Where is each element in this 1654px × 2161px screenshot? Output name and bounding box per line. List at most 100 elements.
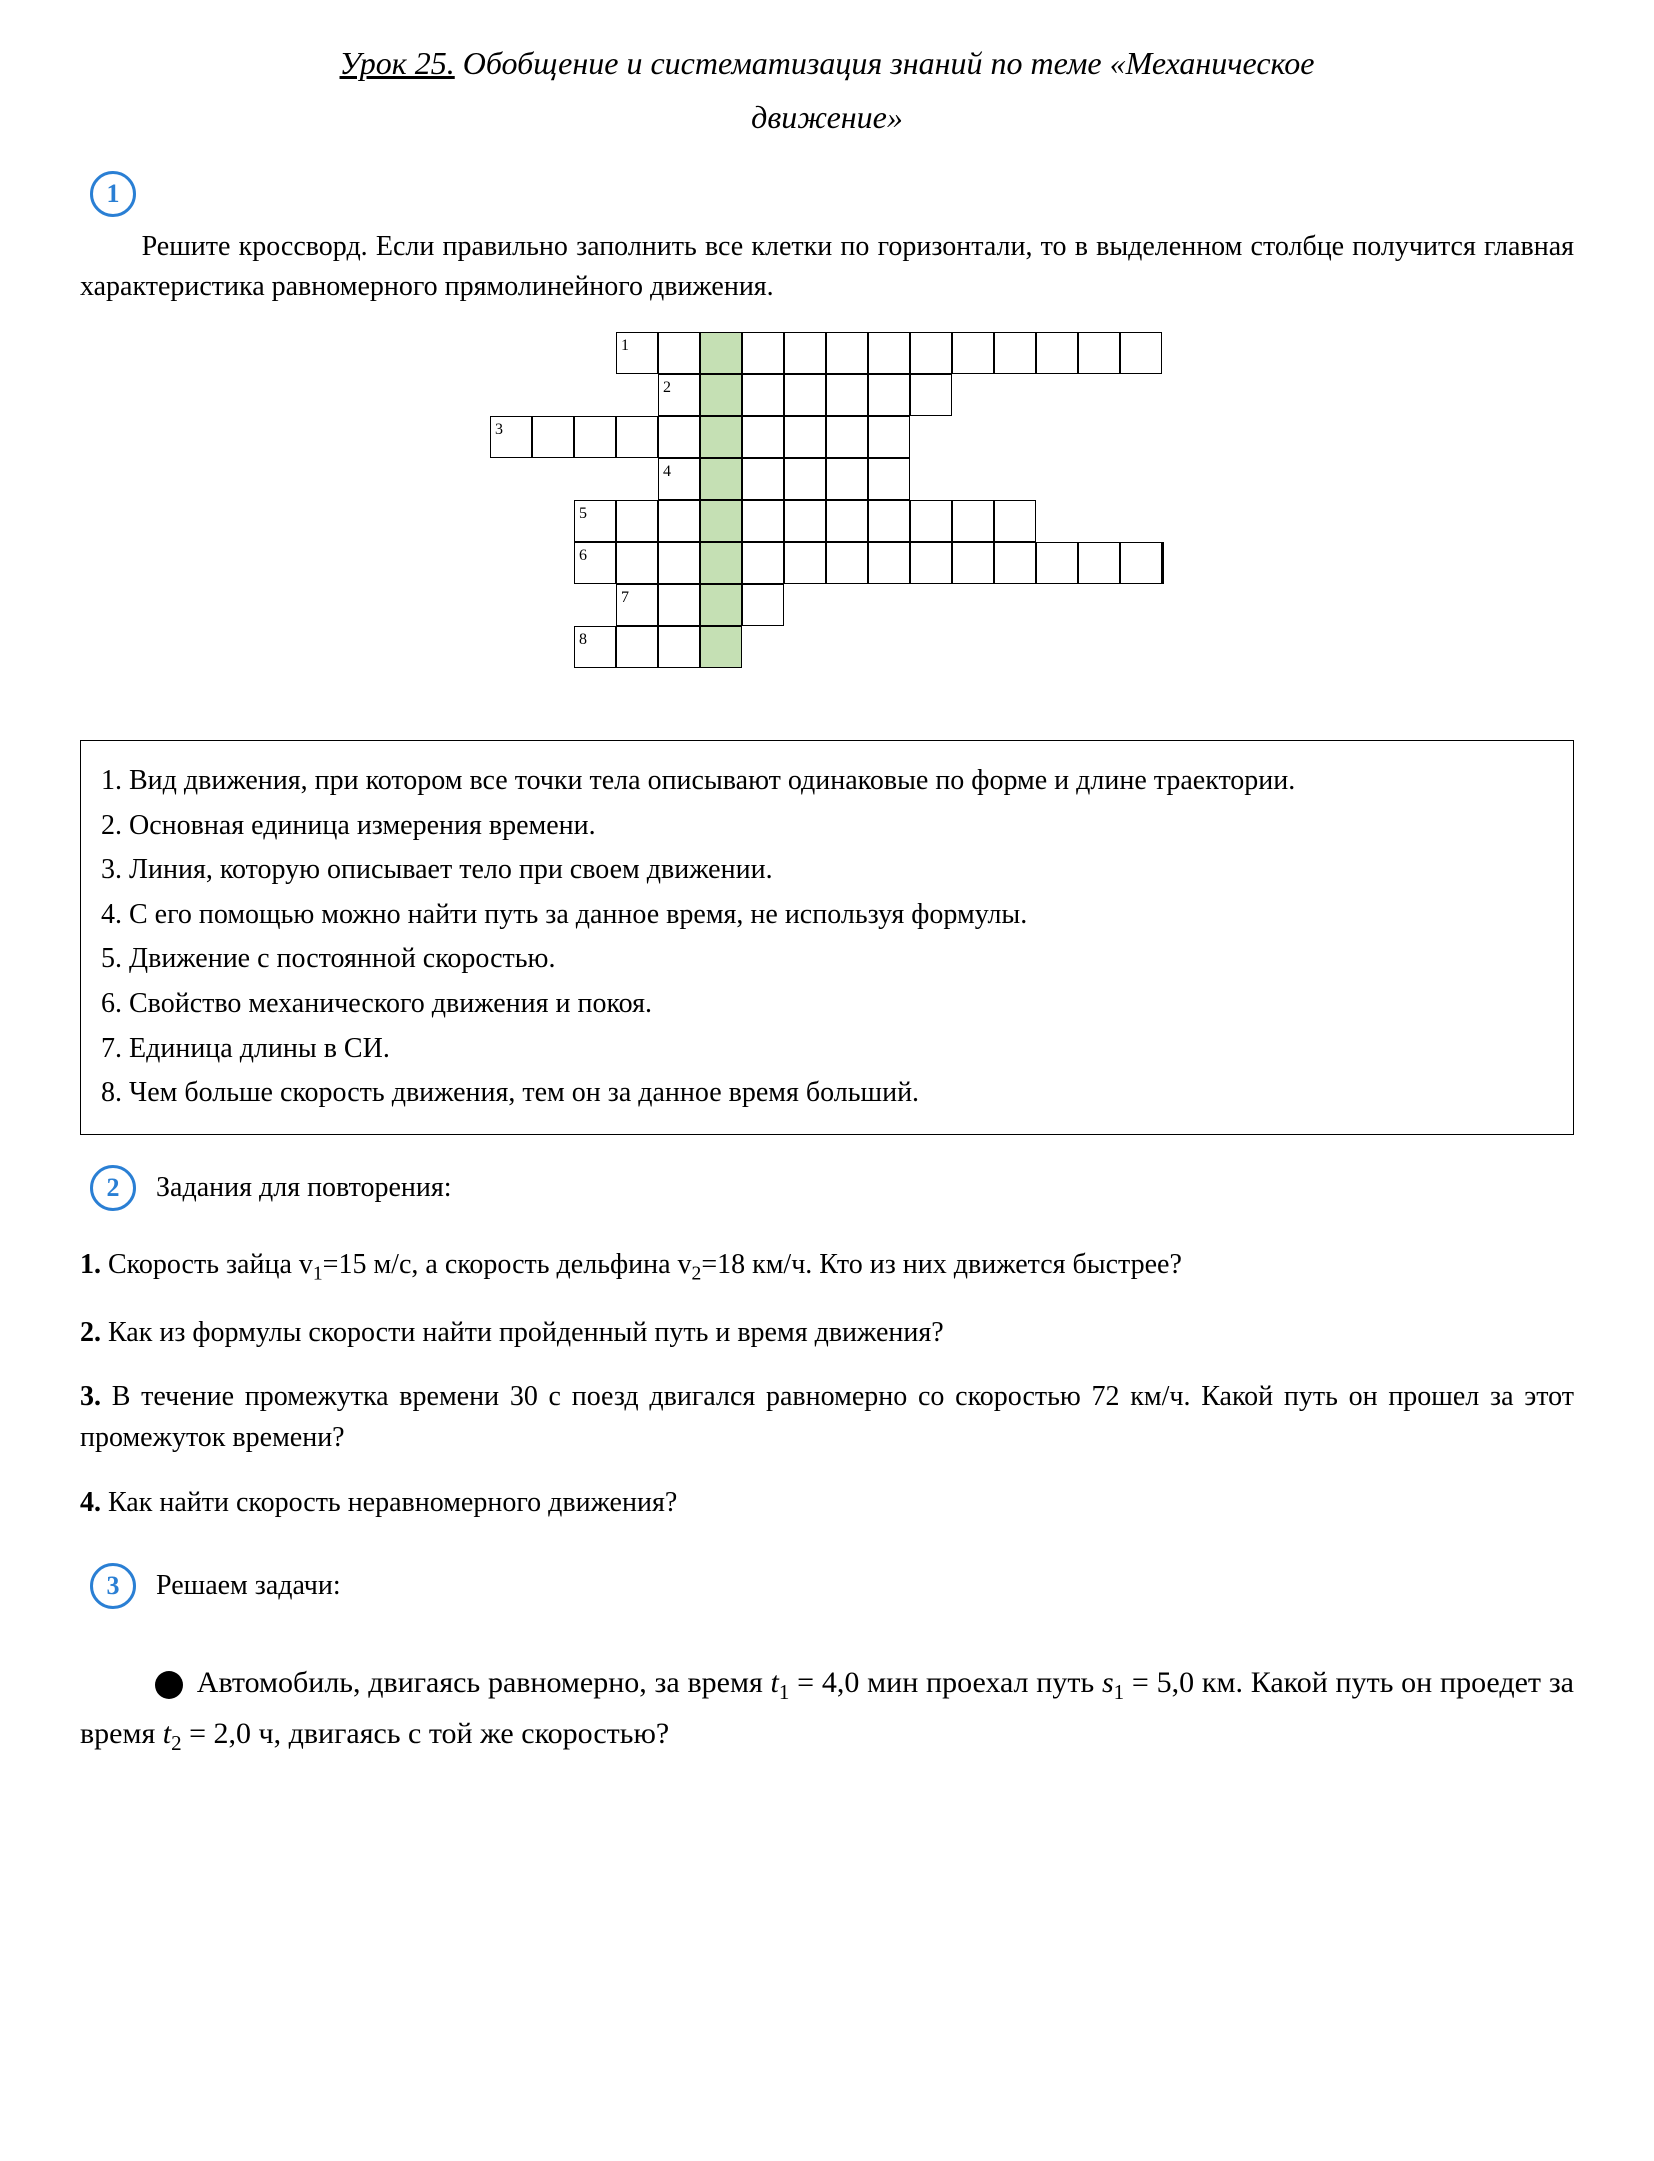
section-3-title: Решаем задачи:	[156, 1566, 341, 1607]
crossword-cell[interactable]: 3	[490, 416, 532, 458]
crossword-cell[interactable]: 8	[574, 626, 616, 668]
crossword-cell[interactable]	[1120, 542, 1162, 584]
crossword-cell[interactable]	[910, 542, 952, 584]
crossword-cell[interactable]	[742, 584, 784, 626]
section-2-title: Задания для повторения:	[156, 1168, 452, 1209]
crossword-cell[interactable]	[868, 458, 910, 500]
crossword-cell[interactable]	[1078, 542, 1120, 584]
crossword-cell[interactable]	[952, 332, 994, 374]
task-number: 3.	[80, 1381, 101, 1412]
crossword-cell[interactable]: 6	[574, 542, 616, 584]
crossword-cell[interactable]	[742, 500, 784, 542]
clue-item: 6. Свойство механического движения и пок…	[101, 984, 1553, 1025]
crossword-cell[interactable]	[952, 500, 994, 542]
crossword-cell[interactable]	[700, 374, 742, 416]
crossword-cell[interactable]	[742, 374, 784, 416]
crossword-cell[interactable]	[658, 584, 700, 626]
crossword-cell[interactable]	[826, 542, 868, 584]
crossword-cell[interactable]	[700, 626, 742, 668]
crossword-cell[interactable]	[616, 542, 658, 584]
crossword-cell[interactable]: 2	[658, 374, 700, 416]
crossword-cell[interactable]	[700, 500, 742, 542]
crossword-row-number: 8	[579, 628, 587, 651]
crossword-cell[interactable]	[616, 416, 658, 458]
crossword-cell[interactable]: 1	[616, 332, 658, 374]
crossword-cell[interactable]	[1036, 542, 1078, 584]
crossword-cell[interactable]	[574, 416, 616, 458]
crossword-cell[interactable]	[700, 542, 742, 584]
clue-item: 3. Линия, которую описывает тело при сво…	[101, 850, 1553, 891]
section-1-badge: 1	[90, 171, 136, 217]
section-2-header: 2 Задания для повторения:	[80, 1165, 1574, 1221]
tasks-list: 1. Скорость зайца v1=15 м/с, а скорость …	[80, 1245, 1574, 1523]
section-3-header: 3 Решаем задачи:	[80, 1563, 1574, 1619]
crossword-cell[interactable]	[742, 542, 784, 584]
crossword-cell[interactable]	[826, 500, 868, 542]
crossword-row-number: 5	[579, 502, 587, 525]
crossword-cell[interactable]	[826, 374, 868, 416]
crossword-cell[interactable]	[1120, 332, 1162, 374]
crossword-cell[interactable]	[658, 416, 700, 458]
section-2-badge: 2	[90, 1165, 136, 1211]
crossword-cell[interactable]	[910, 332, 952, 374]
clue-item: 1. Вид движения, при котором все точки т…	[101, 761, 1553, 802]
crossword-cell[interactable]	[784, 458, 826, 500]
crossword-cell[interactable]	[910, 500, 952, 542]
crossword-cell[interactable]	[868, 374, 910, 416]
crossword-cell[interactable]: 7	[616, 584, 658, 626]
crossword-cell[interactable]	[952, 542, 994, 584]
crossword-cell[interactable]	[658, 626, 700, 668]
crossword-cell[interactable]	[1078, 332, 1120, 374]
crossword-cell[interactable]	[700, 458, 742, 500]
crossword-cell[interactable]	[784, 416, 826, 458]
crossword-cell[interactable]	[1036, 332, 1078, 374]
crossword-cell[interactable]	[784, 500, 826, 542]
crossword-cell[interactable]	[700, 416, 742, 458]
crossword-cell[interactable]	[658, 542, 700, 584]
page-title-line2: движение»	[80, 94, 1574, 140]
section-1-intro: Решите кроссворд. Если правильно заполни…	[80, 227, 1574, 308]
crossword-cell[interactable]	[616, 500, 658, 542]
crossword-cell[interactable]: 4	[658, 458, 700, 500]
crossword-cell[interactable]	[910, 374, 952, 416]
crossword-cell[interactable]	[616, 626, 658, 668]
crossword-cell[interactable]	[826, 458, 868, 500]
crossword-cell[interactable]: 5	[574, 500, 616, 542]
crossword-cell[interactable]	[742, 332, 784, 374]
section-3-badge: 3	[90, 1563, 136, 1609]
crossword-cell[interactable]	[868, 416, 910, 458]
crossword-row-number: 2	[663, 376, 671, 399]
crossword-row-number: 7	[621, 586, 629, 609]
crossword-row-number: 6	[579, 544, 587, 567]
crossword-row-number: 1	[621, 334, 629, 357]
crossword-cell[interactable]	[826, 416, 868, 458]
crossword-cell[interactable]	[868, 332, 910, 374]
crossword-cell[interactable]	[1162, 542, 1164, 584]
crossword-cell[interactable]	[658, 500, 700, 542]
crossword-cell[interactable]	[826, 332, 868, 374]
crossword-cell[interactable]	[868, 500, 910, 542]
crossword-cell[interactable]	[742, 416, 784, 458]
crossword-row-number: 3	[495, 418, 503, 441]
crossword-cell[interactable]	[994, 500, 1036, 542]
crossword-cell[interactable]	[658, 332, 700, 374]
problem-1: 1 Автомобиль, двигаясь равномерно, за вр…	[80, 1659, 1574, 1760]
crossword-cell[interactable]	[532, 416, 574, 458]
task-item: 2. Как из формулы скорости найти пройден…	[80, 1313, 1574, 1354]
crossword-cell[interactable]	[784, 542, 826, 584]
task-number: 4.	[80, 1487, 101, 1518]
crossword-cell[interactable]	[700, 584, 742, 626]
crossword-cell[interactable]	[784, 374, 826, 416]
crossword-row-number: 4	[663, 460, 671, 483]
clue-item: 2. Основная единица измерения времени.	[101, 806, 1553, 847]
crossword-cell[interactable]	[784, 332, 826, 374]
clue-item: 7. Единица длины в СИ.	[101, 1029, 1553, 1070]
crossword-grid: 1 2 3 4 5 6 7 8	[490, 332, 1164, 710]
crossword-cell[interactable]	[742, 458, 784, 500]
crossword-cell[interactable]	[994, 332, 1036, 374]
crossword-cell[interactable]	[868, 542, 910, 584]
crossword-cell[interactable]	[700, 332, 742, 374]
crossword-cell[interactable]	[994, 542, 1036, 584]
problem-1-text: Автомобиль, двигаясь равномерно, за врем…	[80, 1666, 1574, 1750]
task-item: 1. Скорость зайца v1=15 м/с, а скорость …	[80, 1245, 1574, 1289]
